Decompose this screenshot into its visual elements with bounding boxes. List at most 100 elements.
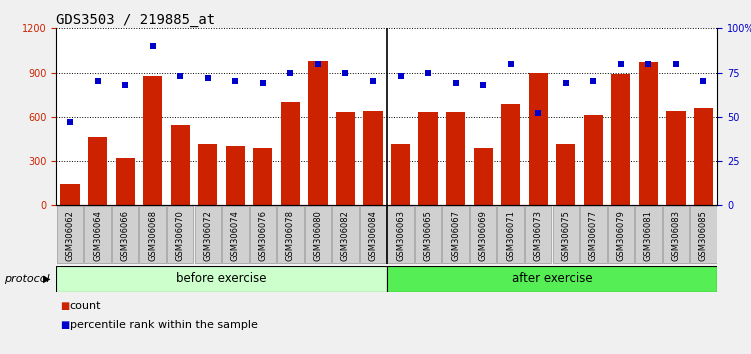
Text: GSM306066: GSM306066 xyxy=(121,210,130,261)
FancyBboxPatch shape xyxy=(415,206,442,263)
Point xyxy=(670,61,682,67)
Text: GSM306072: GSM306072 xyxy=(204,210,213,261)
Bar xyxy=(363,111,383,205)
Point xyxy=(257,80,269,86)
Text: GSM306068: GSM306068 xyxy=(148,210,157,261)
Point xyxy=(119,82,131,88)
Point xyxy=(450,80,462,86)
FancyBboxPatch shape xyxy=(140,206,166,263)
Text: GSM306078: GSM306078 xyxy=(286,210,295,261)
Text: GSM306085: GSM306085 xyxy=(699,210,708,261)
Bar xyxy=(418,113,438,205)
FancyBboxPatch shape xyxy=(305,206,331,263)
Text: GSM306070: GSM306070 xyxy=(176,210,185,261)
Text: GSM306062: GSM306062 xyxy=(65,210,74,261)
FancyBboxPatch shape xyxy=(525,206,551,263)
FancyBboxPatch shape xyxy=(360,206,386,263)
Bar xyxy=(391,144,410,205)
Bar xyxy=(529,73,547,205)
Text: GSM306063: GSM306063 xyxy=(396,210,405,261)
FancyBboxPatch shape xyxy=(690,206,716,263)
Text: before exercise: before exercise xyxy=(176,272,267,285)
Text: count: count xyxy=(70,301,101,311)
FancyBboxPatch shape xyxy=(553,206,579,263)
Point xyxy=(367,79,379,84)
Point xyxy=(394,73,406,79)
FancyBboxPatch shape xyxy=(442,206,469,263)
Point xyxy=(587,79,599,84)
Bar xyxy=(611,74,630,205)
Point xyxy=(285,70,297,75)
Point xyxy=(174,73,186,79)
Point xyxy=(559,80,572,86)
Bar xyxy=(225,146,245,205)
FancyBboxPatch shape xyxy=(580,206,607,263)
Text: GSM306075: GSM306075 xyxy=(561,210,570,261)
Bar xyxy=(170,125,190,205)
Text: after exercise: after exercise xyxy=(511,272,593,285)
FancyBboxPatch shape xyxy=(608,206,634,263)
FancyBboxPatch shape xyxy=(167,206,194,263)
Point xyxy=(146,43,158,49)
Text: GSM306083: GSM306083 xyxy=(671,210,680,261)
Point xyxy=(229,79,241,84)
Text: GSM306084: GSM306084 xyxy=(369,210,378,261)
Point xyxy=(698,79,710,84)
Point xyxy=(422,70,434,75)
FancyBboxPatch shape xyxy=(635,206,662,263)
Point xyxy=(532,110,544,116)
Text: GDS3503 / 219885_at: GDS3503 / 219885_at xyxy=(56,13,216,27)
Bar xyxy=(501,104,520,205)
Text: GSM306064: GSM306064 xyxy=(93,210,102,261)
Bar xyxy=(694,108,713,205)
FancyBboxPatch shape xyxy=(662,206,689,263)
FancyBboxPatch shape xyxy=(112,206,138,263)
Text: GSM306067: GSM306067 xyxy=(451,210,460,261)
FancyBboxPatch shape xyxy=(195,206,221,263)
Bar xyxy=(116,158,135,205)
Bar xyxy=(143,75,162,205)
FancyBboxPatch shape xyxy=(249,206,276,263)
Text: GSM306074: GSM306074 xyxy=(231,210,240,261)
Text: GSM306079: GSM306079 xyxy=(617,210,626,261)
Text: GSM306071: GSM306071 xyxy=(506,210,515,261)
Bar xyxy=(253,148,273,205)
Bar xyxy=(474,148,493,205)
Text: GSM306077: GSM306077 xyxy=(589,210,598,261)
FancyBboxPatch shape xyxy=(497,206,524,263)
Bar xyxy=(198,144,218,205)
FancyBboxPatch shape xyxy=(84,206,111,263)
Bar xyxy=(56,266,387,292)
Text: ■: ■ xyxy=(60,320,69,330)
FancyBboxPatch shape xyxy=(388,206,414,263)
FancyBboxPatch shape xyxy=(332,206,359,263)
Bar xyxy=(666,111,686,205)
Text: ■: ■ xyxy=(60,301,69,311)
Bar xyxy=(387,266,717,292)
Text: GSM306065: GSM306065 xyxy=(424,210,433,261)
Point xyxy=(339,70,351,75)
Point xyxy=(92,79,104,84)
Text: GSM306082: GSM306082 xyxy=(341,210,350,261)
Bar xyxy=(638,62,658,205)
FancyBboxPatch shape xyxy=(470,206,496,263)
Point xyxy=(642,61,654,67)
Bar xyxy=(60,184,80,205)
FancyBboxPatch shape xyxy=(222,206,249,263)
Bar xyxy=(308,61,327,205)
Bar xyxy=(336,113,355,205)
Point xyxy=(505,61,517,67)
Text: GSM306081: GSM306081 xyxy=(644,210,653,261)
Bar xyxy=(88,137,107,205)
Point xyxy=(202,75,214,81)
Text: GSM306080: GSM306080 xyxy=(313,210,322,261)
Point xyxy=(64,119,76,125)
Bar xyxy=(281,102,300,205)
Text: percentile rank within the sample: percentile rank within the sample xyxy=(70,320,258,330)
Bar xyxy=(446,113,465,205)
Text: GSM306073: GSM306073 xyxy=(534,210,543,261)
FancyBboxPatch shape xyxy=(277,206,303,263)
Bar xyxy=(584,115,603,205)
FancyBboxPatch shape xyxy=(57,206,83,263)
Point xyxy=(615,61,627,67)
